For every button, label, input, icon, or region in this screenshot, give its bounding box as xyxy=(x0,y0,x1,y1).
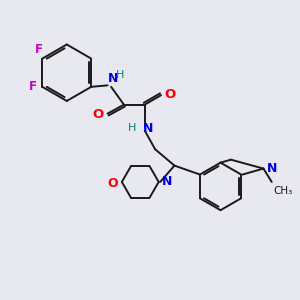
Text: N: N xyxy=(108,72,118,85)
Text: N: N xyxy=(267,162,277,175)
Text: H: H xyxy=(128,124,136,134)
Text: H: H xyxy=(116,70,124,80)
Text: CH₃: CH₃ xyxy=(273,185,292,196)
Text: O: O xyxy=(165,88,176,101)
Text: N: N xyxy=(143,122,153,135)
Text: F: F xyxy=(28,80,36,93)
Text: N: N xyxy=(162,176,172,188)
Text: O: O xyxy=(108,177,118,190)
Text: F: F xyxy=(35,43,43,56)
Text: O: O xyxy=(93,108,104,121)
